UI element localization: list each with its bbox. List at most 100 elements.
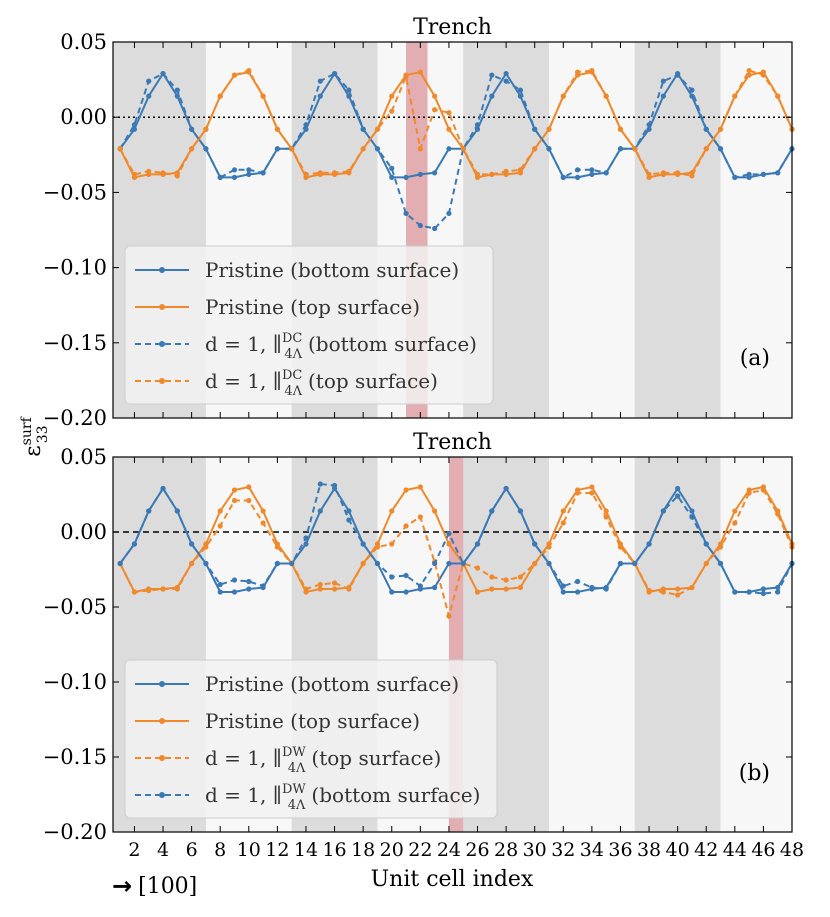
legend-label: Pristine (bottom surface) (205, 672, 459, 696)
direction-label: [100] (138, 873, 198, 899)
data-point (360, 146, 366, 152)
data-point (675, 592, 681, 598)
data-point (274, 126, 280, 132)
direction-note: → [100] (112, 872, 197, 900)
data-point (717, 560, 724, 567)
data-point (346, 508, 352, 514)
legend-label: d = 1, ∥DW 4Λ (top surface) (205, 745, 441, 776)
data-point (303, 122, 309, 128)
data-point (289, 560, 295, 567)
data-point (417, 171, 423, 177)
y-tick-label: −0.20 (43, 820, 107, 844)
data-point (703, 126, 709, 132)
data-point (160, 170, 166, 176)
data-point (603, 508, 609, 514)
data-point (260, 583, 266, 589)
data-point (775, 93, 781, 99)
data-point (517, 508, 524, 514)
data-point (532, 126, 538, 132)
legend-label: d = 1, ∥DC 4Λ (top surface) (205, 368, 438, 399)
data-point (446, 210, 452, 217)
data-point (403, 73, 409, 80)
x-tick-label: 28 (494, 839, 518, 861)
x-tick-label: 32 (551, 839, 575, 861)
data-point (117, 146, 123, 152)
y-tick-label: −0.05 (43, 595, 107, 619)
data-point (617, 146, 624, 152)
data-point (360, 560, 366, 567)
data-point (775, 170, 781, 176)
data-point (246, 578, 252, 585)
data-point (603, 93, 609, 99)
data-point (389, 93, 395, 99)
data-point (574, 490, 581, 496)
data-point (432, 170, 438, 176)
y-tick-label: 0.05 (60, 445, 107, 469)
data-point (689, 584, 695, 591)
data-point (574, 578, 581, 585)
x-tick-label: 22 (408, 839, 432, 861)
data-point (203, 126, 209, 132)
data-point (174, 87, 180, 93)
data-point (317, 170, 323, 176)
data-point (474, 565, 481, 571)
data-point (260, 520, 266, 526)
x-tick-label: 12 (265, 839, 289, 861)
data-point (317, 481, 323, 487)
data-point (546, 146, 552, 152)
data-point (446, 613, 452, 619)
data-point (231, 589, 238, 595)
data-point (417, 514, 423, 520)
y-tick-label: 0.00 (60, 520, 107, 544)
data-point (331, 70, 338, 77)
x-tick-label: 42 (694, 839, 718, 861)
data-point (460, 560, 466, 567)
data-point (532, 560, 538, 567)
data-point (146, 587, 152, 594)
data-point (517, 574, 524, 580)
data-point (317, 93, 323, 99)
data-point (231, 174, 238, 180)
x-tick-label: 36 (608, 839, 632, 861)
data-point (489, 574, 495, 580)
x-tick-label: 48 (780, 839, 804, 861)
data-point (203, 146, 209, 152)
data-point (403, 572, 409, 579)
data-point (389, 574, 395, 580)
legend-label: Pristine (top surface) (205, 295, 420, 319)
data-point (503, 586, 509, 592)
data-point (474, 122, 481, 128)
panel-title: Trench (413, 430, 492, 455)
data-point (374, 146, 381, 152)
x-tick-label: 16 (322, 839, 346, 861)
y-tick-label: −0.10 (43, 670, 107, 694)
data-point (532, 146, 538, 152)
data-point (689, 93, 695, 99)
x-tick-label: 18 (351, 839, 375, 861)
data-point (146, 168, 152, 174)
data-point (760, 590, 767, 597)
data-point (374, 544, 381, 550)
legend: Pristine (bottom surface) Pristine (top s… (124, 659, 498, 819)
legend: Pristine (bottom surface) Pristine (top s… (124, 245, 494, 405)
data-point (331, 580, 338, 586)
data-point (417, 69, 423, 75)
data-point (660, 508, 666, 514)
data-point (146, 93, 152, 99)
data-point (560, 174, 566, 180)
data-point (131, 541, 138, 547)
data-point (489, 171, 495, 177)
legend-marker (159, 718, 165, 724)
panel-label: (b) (739, 761, 770, 786)
data-point (503, 577, 509, 583)
data-point (131, 171, 138, 177)
data-point (489, 508, 495, 514)
data-point (389, 174, 395, 180)
data-point (717, 126, 724, 132)
x-tick-label: 20 (380, 839, 404, 861)
legend-label: Pristine (bottom surface) (205, 258, 459, 282)
data-point (532, 541, 538, 547)
data-point (746, 171, 752, 177)
data-point (260, 170, 266, 176)
data-point (246, 167, 252, 173)
